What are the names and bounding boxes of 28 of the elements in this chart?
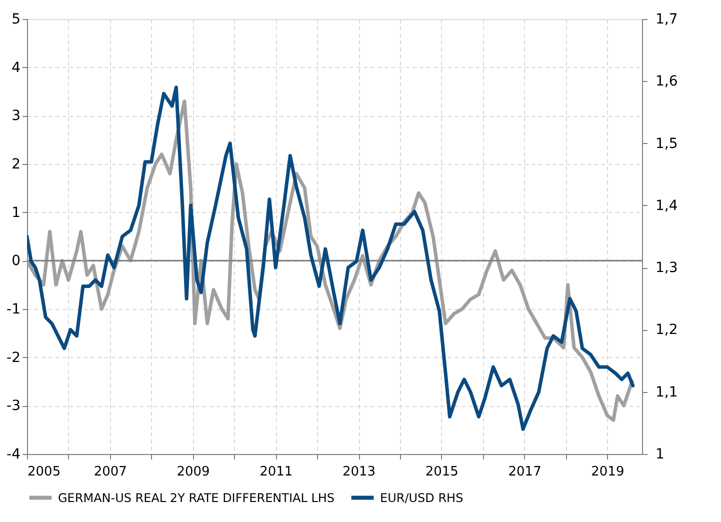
y2-tick-label: 1,5 [656,136,678,152]
y-tick-label: 5 [12,12,20,28]
x-tick-label: 2013 [342,464,376,480]
x-tick-label: 2009 [176,464,210,480]
x-tick-label: 2005 [28,464,61,480]
y2-tick-label: 1,7 [656,12,678,28]
y2-tick-label: 1,4 [656,198,678,214]
y2-tick-label: 1 [656,446,664,462]
y2-tick-label: 1,3 [656,260,678,276]
x-tick-label: 2007 [94,464,127,480]
y-tick-label: 1 [12,204,20,221]
y-tick-label: 3 [12,108,20,124]
legend-label: GERMAN-US REAL 2Y RATE DIFFERENTIAL LHS [58,490,335,505]
y-tick-label: -3 [6,398,20,414]
legend-label: EUR/USD RHS [380,490,464,505]
x-tick-label: 2019 [591,464,624,480]
x-tick-label: 2015 [425,464,458,480]
y2-tick-label: 1,2 [656,322,678,338]
x-tick-label: 2017 [508,464,542,480]
y-tick-label: -4 [6,446,21,462]
y-tick-label: 4 [12,60,21,76]
y-tick-label: -2 [6,350,20,366]
y-tick-label: 2 [12,156,20,172]
y-tick-label: 0 [12,253,20,270]
y2-tick-label: 1,6 [656,74,678,90]
y-tick-label: -1 [6,302,20,318]
x-tick-label: 2011 [260,464,293,480]
y2-tick-label: 1,1 [656,384,678,400]
